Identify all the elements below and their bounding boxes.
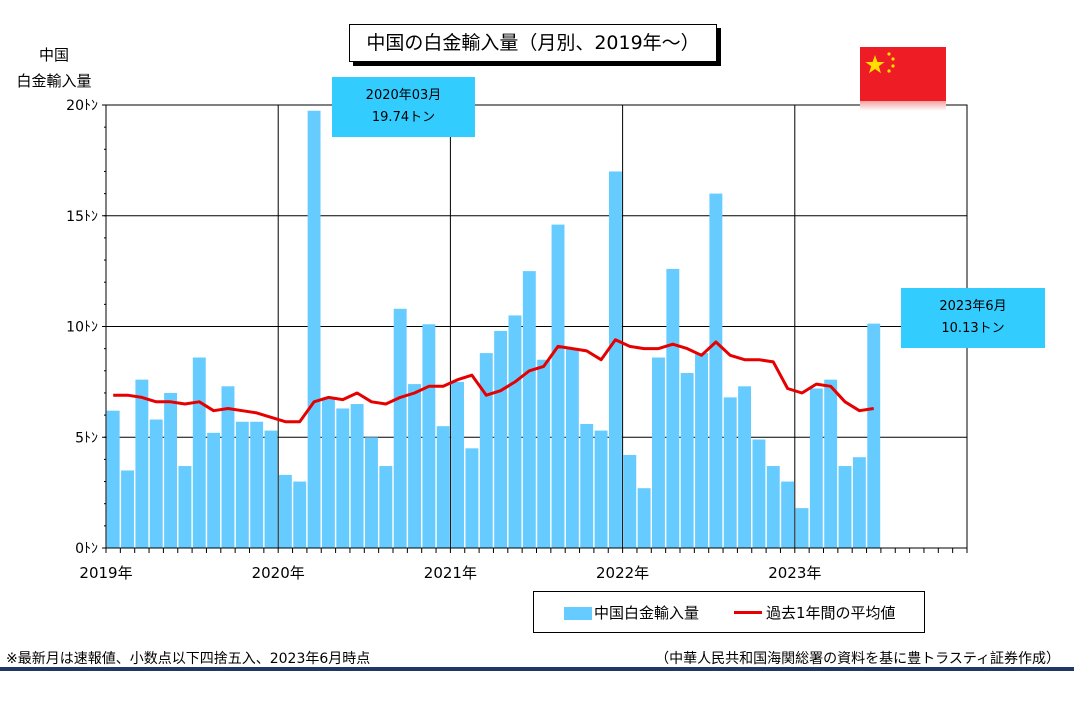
bar	[278, 474, 292, 548]
bar	[221, 386, 235, 548]
x-tick-label: 2023年	[768, 564, 821, 582]
legend-line-swatch	[734, 611, 762, 614]
bar	[106, 410, 120, 548]
y-tick-label: 20ﾄﾝ	[66, 98, 98, 114]
x-tick-label: 2020年	[252, 564, 305, 582]
bar	[350, 404, 364, 548]
bar	[824, 379, 838, 548]
plot-area: 0ﾄﾝ 5ﾄﾝ 10ﾄﾝ 15ﾄﾝ 20ﾄﾝ 2019年 2020年 2021年 2022年 20…	[66, 98, 968, 582]
legend-bar-label: 中国白金輸入量	[594, 604, 700, 622]
y-tick-label: 0ﾄﾝ	[75, 541, 98, 557]
bar	[766, 466, 780, 548]
y-tick-label: 15ﾄﾝ	[66, 209, 98, 225]
legend: 中国白金輸入量 過去1年間の平均値	[533, 591, 925, 633]
bar	[738, 386, 752, 548]
bar	[307, 110, 321, 548]
bar	[623, 454, 637, 548]
bar	[666, 268, 680, 548]
bar	[580, 423, 594, 548]
bottom-rule	[0, 667, 1074, 671]
chart-title: 中国の白金輸入量（月別、2019年～）	[349, 24, 717, 62]
bar	[164, 392, 178, 548]
callout-peak-value: 19.74トン	[371, 110, 436, 125]
bar	[293, 481, 307, 548]
x-tick-label: 2021年	[424, 564, 477, 582]
bar	[365, 437, 378, 548]
footnote: ※最新月は速報値、小数点以下四捨五入、2023年6月時点	[6, 651, 371, 667]
bar	[709, 193, 723, 548]
bar	[867, 323, 881, 548]
bar	[436, 426, 450, 548]
callout-latest-date: 2023年6月	[939, 299, 1007, 314]
bar	[838, 466, 852, 548]
bar	[752, 439, 766, 548]
bar	[408, 384, 421, 548]
bar	[451, 381, 465, 548]
callout-peak: 2020年03月 19.74トン	[332, 77, 475, 137]
bar	[537, 359, 551, 548]
bar	[551, 224, 565, 549]
legend-line-label: 過去1年間の平均値	[766, 604, 896, 622]
bar	[149, 419, 163, 548]
average-line	[113, 338, 874, 424]
bar	[135, 379, 149, 548]
bar	[781, 481, 795, 548]
bar	[809, 388, 823, 548]
bar	[336, 408, 350, 548]
bar	[565, 348, 579, 548]
bar	[192, 357, 206, 548]
bar	[207, 432, 221, 548]
bar	[522, 271, 536, 548]
legend-bar-swatch	[564, 607, 592, 620]
callout-latest-value: 10.13トン	[941, 321, 1005, 336]
bar	[852, 457, 866, 548]
bar	[508, 315, 522, 548]
bar	[422, 324, 436, 548]
callout-latest: 2023年6月 10.13トン	[901, 288, 1045, 348]
source-note: （中華人民共和国海関総署の資料を基に豊トラスティ証券作成）	[655, 651, 1060, 667]
bar	[465, 448, 479, 548]
y-axis-label-line2: 白金輸入量	[16, 72, 92, 90]
bar	[652, 357, 665, 548]
bar	[321, 397, 335, 548]
bar	[680, 373, 694, 548]
bar	[695, 353, 708, 548]
y-axis-label-line1: 中国	[38, 46, 69, 64]
y-tick-label: 10ﾄﾝ	[66, 320, 98, 336]
bar	[594, 430, 608, 548]
y-tick-label: 5ﾄﾝ	[75, 430, 98, 446]
x-tick-label: 2019年	[79, 564, 132, 582]
bar	[250, 421, 264, 548]
bar	[121, 470, 134, 548]
bar	[723, 397, 737, 548]
bar	[479, 353, 493, 548]
bar	[393, 308, 407, 548]
bar	[637, 488, 651, 548]
bar	[795, 508, 809, 548]
bar	[379, 466, 393, 548]
bar	[494, 330, 508, 548]
china-flag-icon	[860, 47, 946, 111]
bar	[608, 171, 622, 548]
x-tick-label: 2022年	[596, 564, 649, 582]
bar	[264, 430, 278, 548]
callout-peak-date: 2020年03月	[365, 88, 442, 103]
bar	[235, 421, 249, 548]
bar	[178, 466, 192, 548]
